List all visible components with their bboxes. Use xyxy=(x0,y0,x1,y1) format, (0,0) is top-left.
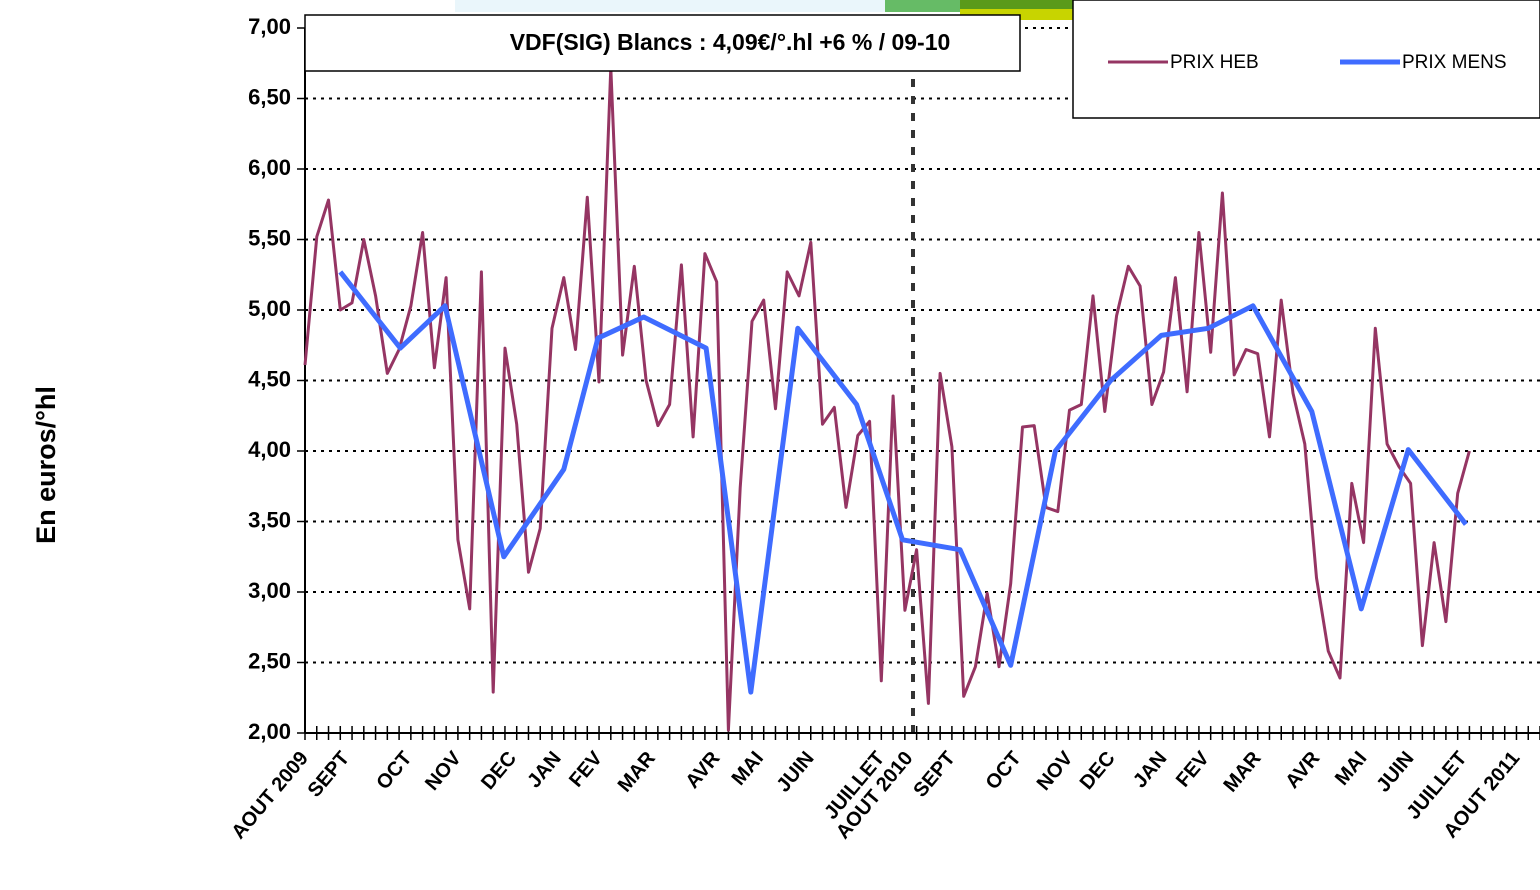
y-tick-label: 6,50 xyxy=(248,84,291,109)
x-tick-label: MAR xyxy=(614,747,660,796)
y-tick-label: 3,00 xyxy=(248,578,291,603)
x-tick-label: FEV xyxy=(1172,747,1214,791)
axes: 2,00 2,50 3,00 3,50 4,00 4,50 5,00 5,50 6,00 6,50… xyxy=(227,14,1540,843)
x-tick-label: JUIN xyxy=(1372,747,1418,796)
x-tick-label: DEC xyxy=(1076,747,1120,793)
legend-label: PRIX HEB xyxy=(1170,52,1259,73)
y-tick-label: 2,00 xyxy=(248,719,291,744)
x-tick-label: SEPT xyxy=(909,747,959,801)
y-tick-label: 5,00 xyxy=(248,296,291,321)
y-tick-label: 4,00 xyxy=(248,437,291,462)
legend-label: PRIX MENS xyxy=(1402,52,1507,73)
marks xyxy=(303,66,1471,732)
x-tick-label: SEPT xyxy=(304,747,354,801)
y-tick-label: 7,00 xyxy=(248,14,291,39)
x-tick-label: NOV xyxy=(1033,747,1078,795)
y-tick-label: 6,00 xyxy=(248,155,291,180)
legend-box xyxy=(1072,0,1540,119)
annotation: VDF(SIG) Blancs : 4,09€/°.hl +6 % / 09-1… xyxy=(510,29,951,55)
y-tick-label: 3,50 xyxy=(248,507,291,532)
x-tick-label: MAI xyxy=(1331,747,1371,789)
x-tick-label: JAN xyxy=(1129,747,1172,792)
annotation-box xyxy=(304,14,1021,72)
series-line xyxy=(338,270,1468,695)
series-line xyxy=(303,66,1471,732)
y-tick-label: 4,50 xyxy=(248,366,291,391)
y-tick-label: 5,50 xyxy=(248,225,291,250)
x-tick-label: AVR xyxy=(1281,747,1324,793)
x-tick-label: MAR xyxy=(1219,747,1265,796)
x-tick-label: OCT xyxy=(372,747,416,793)
decor-strip xyxy=(455,0,885,12)
y-tick-label: 2,50 xyxy=(248,648,291,673)
x-tick-label: JUIN xyxy=(772,747,818,796)
x-tick-label: JAN xyxy=(523,747,566,792)
legend: PRIX HEB PRIX MENS xyxy=(1108,52,1507,73)
x-tick-label: FEV xyxy=(565,747,607,791)
x-tick-label: AVR xyxy=(681,747,724,793)
x-tick-label: OCT xyxy=(982,747,1026,793)
y-axis-label: En euros/°hl xyxy=(31,386,61,544)
x-tick-label: DEC xyxy=(477,747,521,793)
x-tick-label: AOUT 2009 xyxy=(227,747,312,843)
decor-strip xyxy=(885,0,960,12)
x-tick-label: NOV xyxy=(421,747,466,795)
x-tick-label: MAI xyxy=(728,747,768,789)
